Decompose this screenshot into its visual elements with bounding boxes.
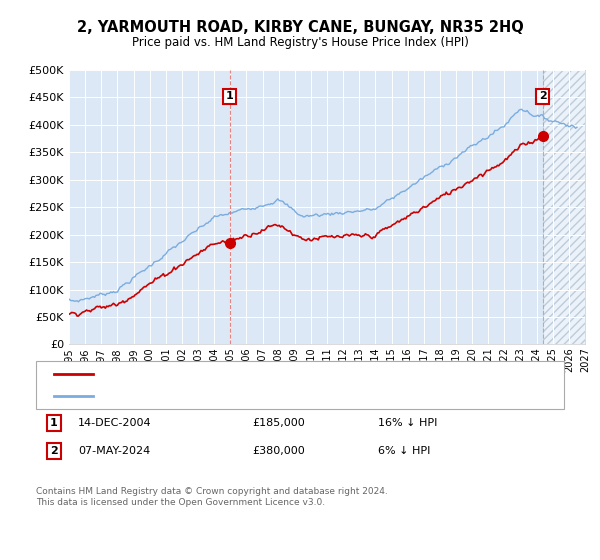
- Text: HPI: Average price, detached house, South Norfolk: HPI: Average price, detached house, Sout…: [99, 391, 363, 401]
- Text: £185,000: £185,000: [252, 418, 305, 428]
- Text: 2, YARMOUTH ROAD, KIRBY CANE, BUNGAY, NR35 2HQ: 2, YARMOUTH ROAD, KIRBY CANE, BUNGAY, NR…: [77, 20, 523, 35]
- Bar: [542, 70, 585, 344]
- Text: Price paid vs. HM Land Registry's House Price Index (HPI): Price paid vs. HM Land Registry's House …: [131, 36, 469, 49]
- Text: 6% ↓ HPI: 6% ↓ HPI: [378, 446, 430, 456]
- Text: 2: 2: [50, 446, 58, 456]
- Text: £380,000: £380,000: [252, 446, 305, 456]
- Text: 2, YARMOUTH ROAD, KIRBY CANE, BUNGAY, NR35 2HQ (detached house): 2, YARMOUTH ROAD, KIRBY CANE, BUNGAY, NR…: [99, 368, 478, 379]
- Text: 14-DEC-2004: 14-DEC-2004: [78, 418, 152, 428]
- Text: 1: 1: [50, 418, 58, 428]
- Text: 2: 2: [539, 91, 547, 101]
- Bar: [542, 70, 585, 344]
- Text: 07-MAY-2024: 07-MAY-2024: [78, 446, 150, 456]
- Text: 16% ↓ HPI: 16% ↓ HPI: [378, 418, 437, 428]
- Text: Contains HM Land Registry data © Crown copyright and database right 2024.
This d: Contains HM Land Registry data © Crown c…: [36, 487, 388, 507]
- Text: 1: 1: [226, 91, 233, 101]
